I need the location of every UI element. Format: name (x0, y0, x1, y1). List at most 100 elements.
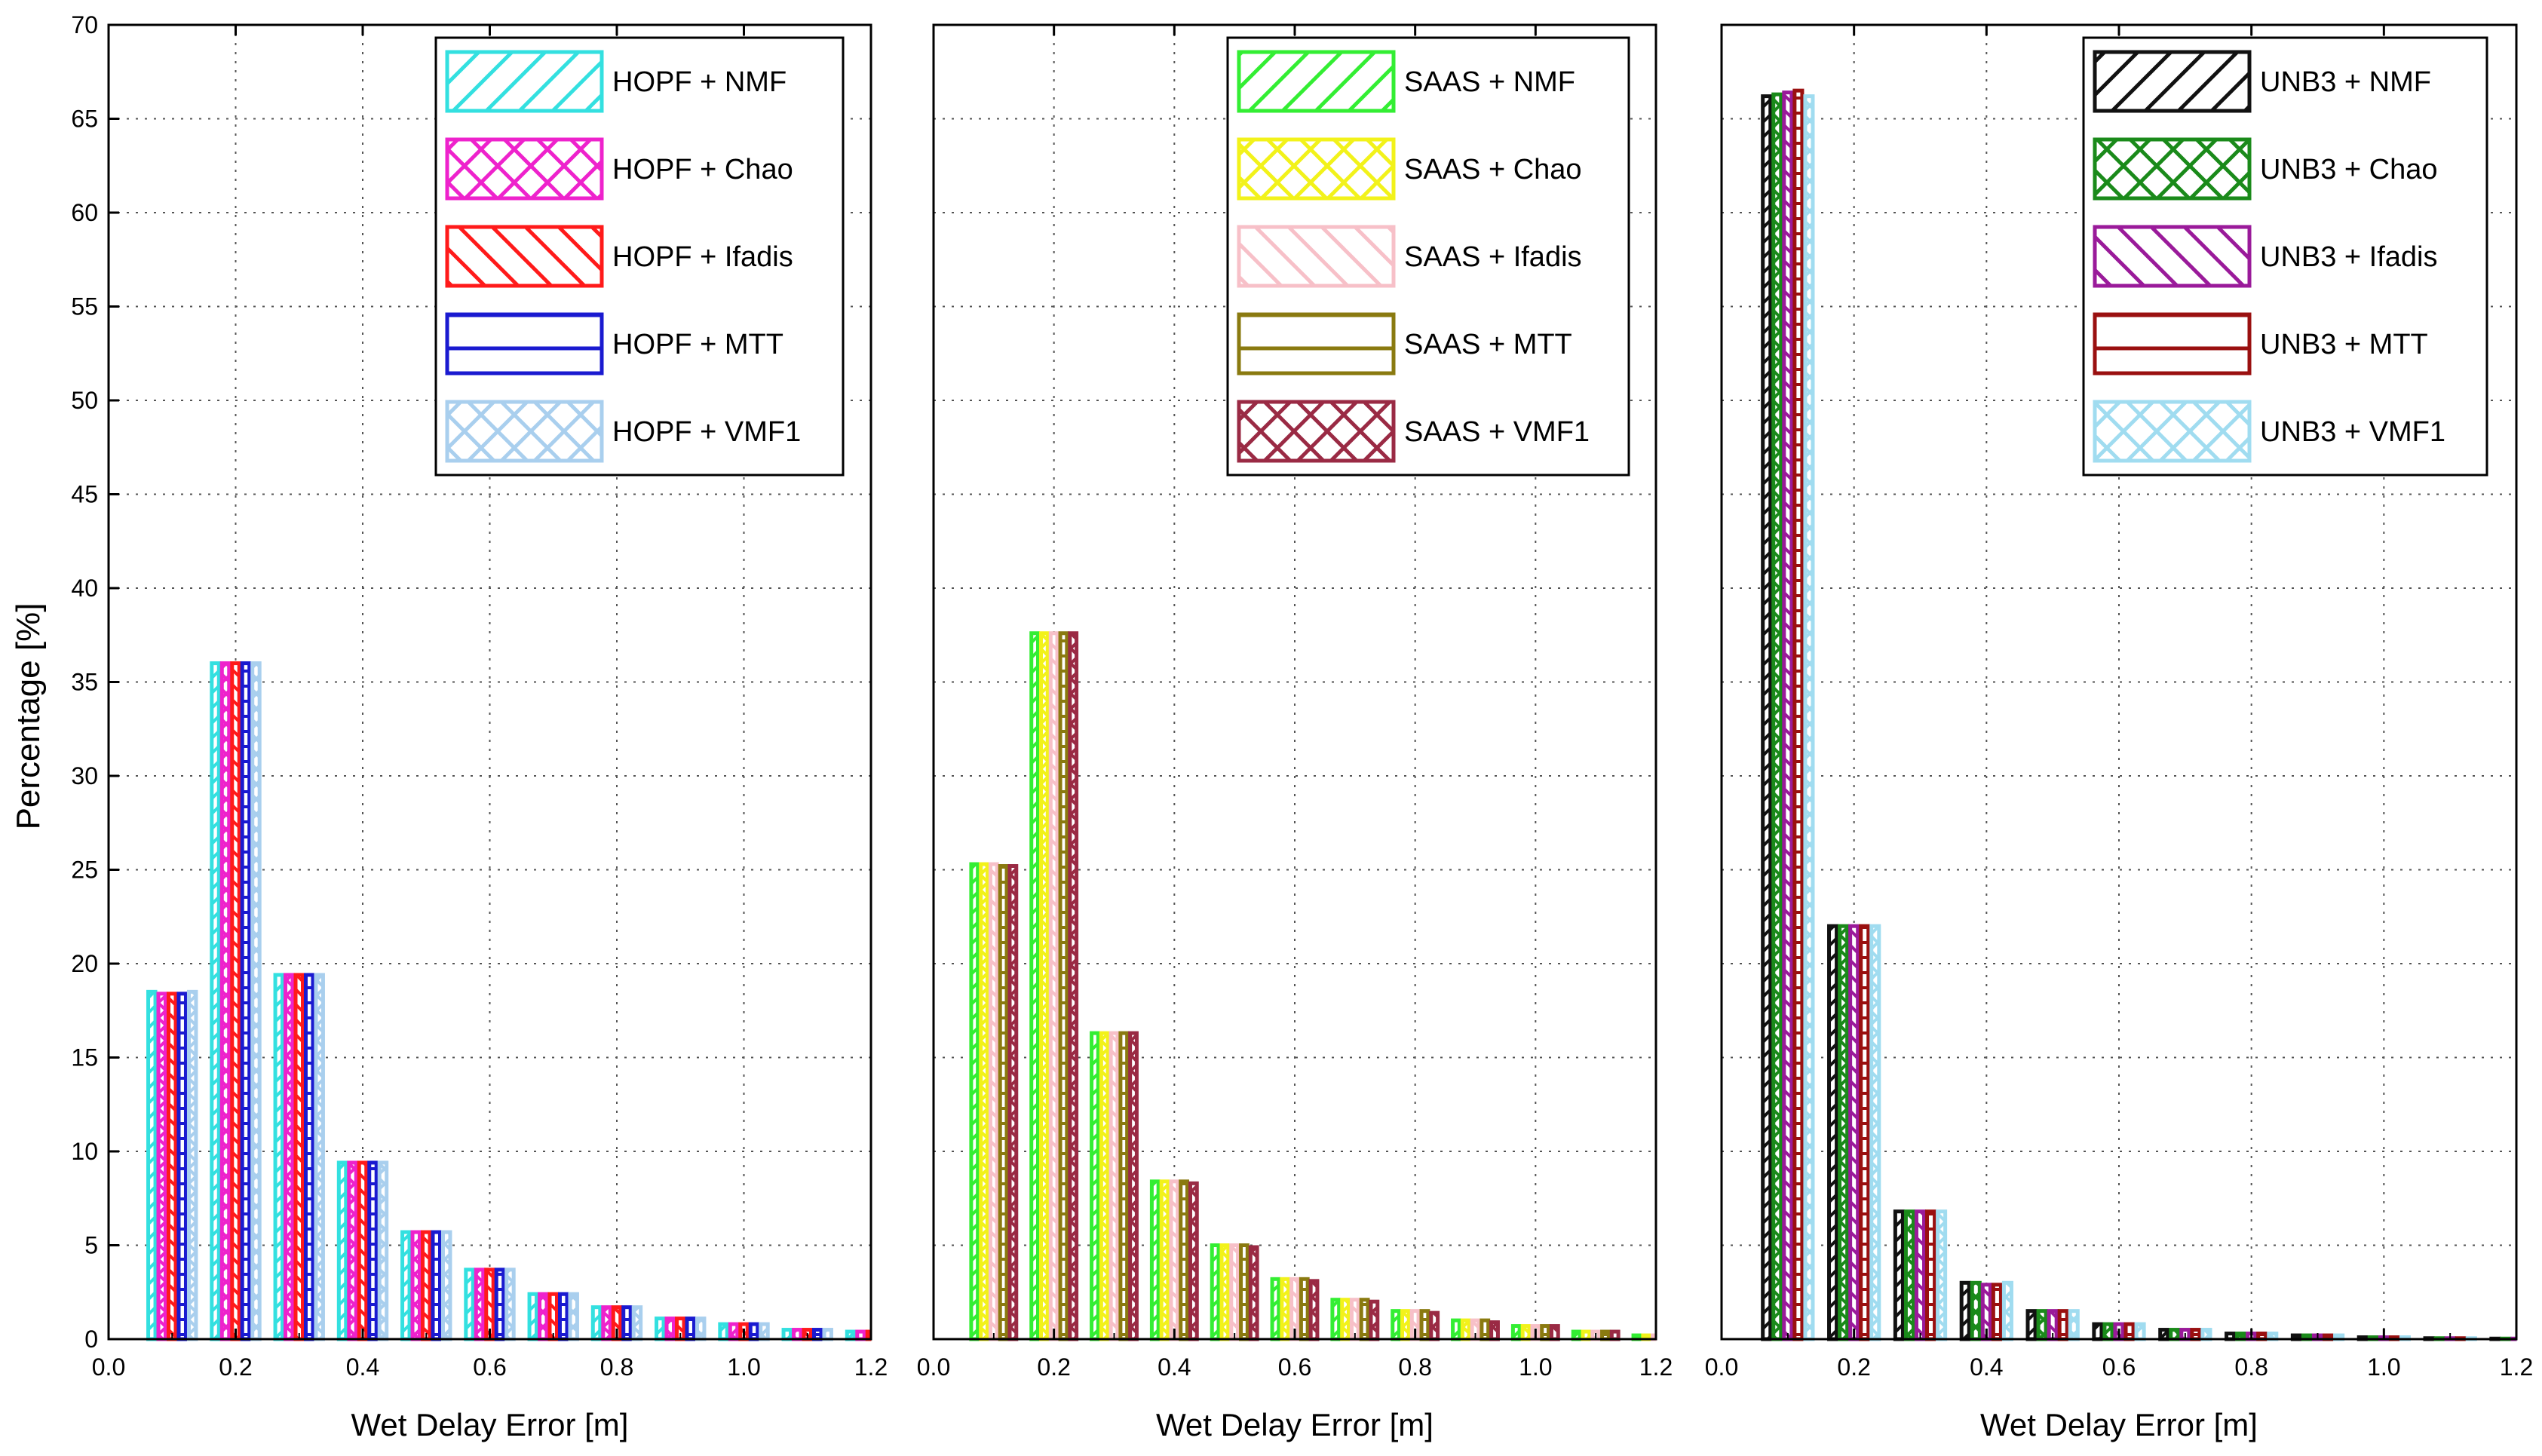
x-tick-label: 1.2 (2500, 1353, 2533, 1381)
bar (695, 1317, 707, 1341)
legend-swatch (1237, 400, 1396, 463)
bar (728, 1322, 740, 1341)
chart-panels: 0.0 0.2 0.4 0.6 0.8 1.0 1.2 Wet Delay Error [m]… (71, 11, 2533, 1442)
bar (293, 973, 305, 1341)
x-tick-label: 0.0 (92, 1353, 125, 1381)
bar (1400, 1309, 1411, 1341)
bar (1330, 1298, 1342, 1341)
legend-label: HOPF + MTT (612, 329, 783, 360)
legend-swatch (1237, 137, 1396, 201)
bar (1229, 1243, 1240, 1341)
bar (1058, 631, 1069, 1341)
bar (377, 1160, 389, 1341)
legend-swatch (445, 137, 604, 201)
bar (1520, 1324, 1532, 1341)
bar (284, 973, 295, 1341)
legend-swatch (2093, 225, 2252, 288)
bar (685, 1317, 696, 1341)
legend-label: SAAS + Chao (1404, 154, 1582, 185)
bar (1068, 631, 1079, 1341)
legend-swatch (2093, 137, 2252, 201)
bar (1090, 1031, 1100, 1341)
bar (1510, 1324, 1522, 1341)
bar (1188, 1181, 1199, 1341)
bar (2092, 1322, 2104, 1341)
chart-panel-1: 0.0 0.2 0.4 0.6 0.8 1.0 1.2 Wet Delay Error [m]… (71, 11, 888, 1442)
bar (1838, 924, 1850, 1341)
x-axis-label: Wet Delay Error [m] (351, 1407, 629, 1442)
y-tick-label: 45 (71, 481, 98, 508)
bar (210, 661, 221, 1341)
legend-swatch (445, 400, 604, 463)
bar (1128, 1031, 1139, 1341)
bar (1169, 1179, 1180, 1341)
x-tick-label: 1.2 (1639, 1353, 1673, 1381)
bar (998, 864, 1009, 1341)
bar (1893, 1209, 1905, 1341)
bar (410, 1230, 422, 1341)
bar (1540, 1324, 1550, 1341)
bar (601, 1305, 612, 1341)
x-tick-label: 1.2 (854, 1353, 888, 1381)
bar (621, 1305, 633, 1341)
legend-label: HOPF + Chao (612, 154, 793, 185)
bar (1280, 1277, 1291, 1341)
bar (1827, 924, 1839, 1341)
bar (1308, 1279, 1320, 1341)
chart-panel-3: 0.0 0.2 0.4 0.6 0.8 1.0 1.2 Wet Delay Error [m]… (1705, 23, 2533, 1442)
y-tick-label: 25 (71, 857, 98, 884)
legend: SAAS + NMF SAAS + Chao SAAS + Ifadis SAAS +… (1226, 36, 1630, 477)
x-tick-label: 0.8 (1398, 1353, 1431, 1381)
x-tick-label: 0.6 (473, 1353, 506, 1381)
bar (781, 1328, 793, 1341)
x-tick-label: 0.4 (346, 1353, 379, 1381)
legend: UNB3 + NMF UNB3 + Chao UNB3 + Ifadis UNB3 +… (2082, 36, 2488, 477)
bar (1429, 1310, 1440, 1341)
x-tick-label: 0.0 (917, 1353, 950, 1381)
bar (367, 1160, 379, 1341)
y-tick-label: 70 (71, 11, 98, 38)
x-tick-label: 0.0 (1705, 1353, 1738, 1381)
y-tick-label: 65 (71, 106, 98, 133)
bar (1991, 1283, 2003, 1341)
bar (1792, 88, 1805, 1341)
legend-swatch (1237, 225, 1396, 288)
bar (1903, 1209, 1915, 1341)
bar (1248, 1245, 1259, 1341)
bar (1048, 631, 1059, 1341)
bar (979, 862, 989, 1341)
bar (792, 1328, 803, 1341)
bar (1210, 1243, 1221, 1341)
bars (1761, 88, 2517, 1341)
bar (2102, 1322, 2114, 1341)
legend-label: UNB3 + MTT (2260, 329, 2428, 360)
legend-swatch (2093, 50, 2252, 113)
bar (988, 862, 999, 1341)
y-tick-label: 10 (71, 1138, 98, 1165)
bar (494, 1267, 506, 1341)
x-tick-label: 0.2 (1837, 1353, 1870, 1381)
y-tick-label: 30 (71, 762, 98, 789)
bar (1219, 1243, 1231, 1341)
bar (2057, 1309, 2069, 1341)
bar (1340, 1298, 1351, 1341)
bar (156, 992, 168, 1341)
bar (1925, 1209, 1937, 1341)
bar (186, 989, 198, 1341)
x-axis: 0.0 0.2 0.4 0.6 0.8 1.0 1.2 Wet Delay Error [m] (92, 25, 888, 1442)
legend-label: UNB3 + VMF1 (2260, 416, 2445, 448)
bar (1419, 1309, 1430, 1341)
x-tick-label: 0.6 (2102, 1353, 2136, 1381)
legend-swatch (445, 312, 604, 375)
y-tick-label: 50 (71, 387, 98, 414)
bar (219, 661, 232, 1341)
y-tick-label: 15 (71, 1044, 98, 1071)
y-tick-label: 5 (84, 1232, 98, 1259)
y-tick-label: 55 (71, 293, 98, 320)
bar (2200, 1328, 2212, 1341)
bars (969, 631, 1657, 1341)
bar (969, 862, 980, 1341)
bar (1936, 1209, 1948, 1341)
bar (1771, 92, 1783, 1341)
bar (167, 992, 178, 1341)
